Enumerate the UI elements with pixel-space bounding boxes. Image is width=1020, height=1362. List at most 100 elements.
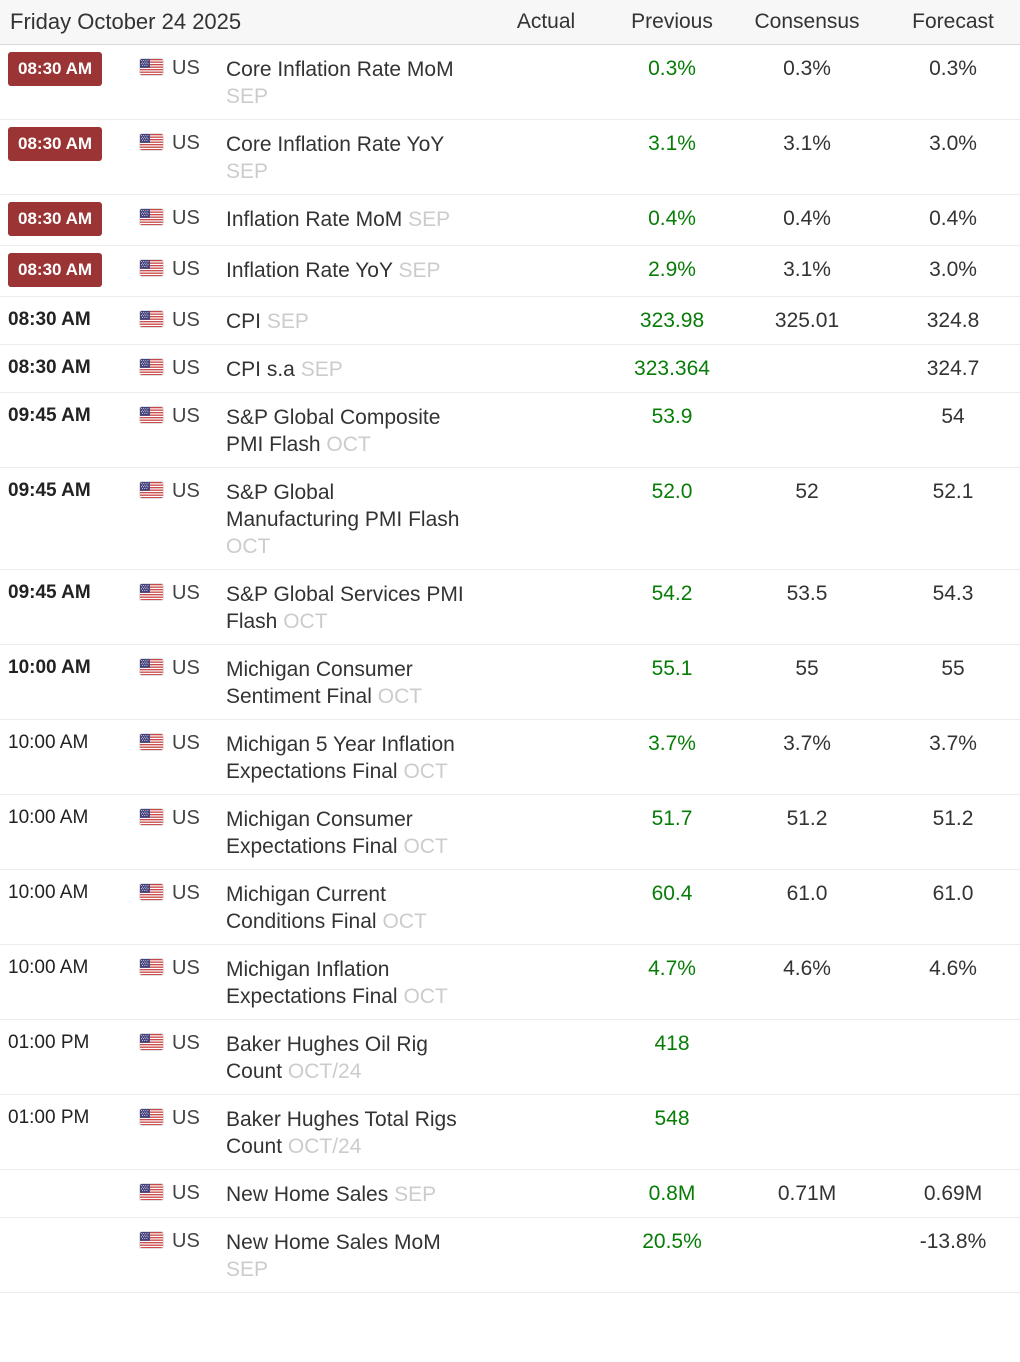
event-period-tag: OCT — [382, 910, 427, 933]
event-cell: New Home Sales SEP — [220, 1169, 477, 1218]
event-period-tag: OCT/24 — [287, 1135, 362, 1158]
country-code: US — [170, 1217, 220, 1293]
calendar-event-row[interactable]: 08:30 AM US Inflati — [0, 194, 1020, 246]
event-name-link[interactable]: Michigan Consumer Sentiment Final — [226, 658, 413, 708]
event-cell: Core Inflation Rate YoY SEP — [220, 119, 477, 195]
column-header-previous: Previous — [616, 0, 729, 45]
event-cell: Inflation Rate YoY SEP — [220, 245, 477, 297]
previous-value: 60.4 — [616, 869, 729, 945]
us-flag-icon — [140, 959, 163, 975]
forecast-value: 324.8 — [886, 296, 1020, 345]
country-code: US — [170, 44, 220, 120]
country-code: US — [170, 1094, 220, 1170]
calendar-event-row[interactable]: 01:00 PM US Baker H — [0, 1094, 1020, 1170]
calendar-event-row[interactable]: 08:30 AM US CPI s.a — [0, 344, 1020, 393]
event-time: 09:45 AM — [0, 392, 134, 468]
previous-value: 4.7% — [616, 944, 729, 1020]
us-flag-icon — [140, 659, 163, 675]
event-name-link[interactable]: Core Inflation Rate MoM — [226, 58, 454, 81]
event-name-link[interactable]: S&P Global Services PMI Flash — [226, 583, 464, 633]
flag-cell — [134, 569, 170, 645]
event-cell: Michigan Consumer Expectations Final OCT — [220, 794, 477, 870]
event-name-link[interactable]: Michigan Consumer Expectations Final — [226, 808, 413, 858]
event-name-link[interactable]: New Home Sales MoM — [226, 1231, 441, 1254]
country-code: US — [170, 194, 220, 246]
flag-cell — [134, 392, 170, 468]
column-header-forecast: Forecast — [886, 0, 1020, 45]
event-cell: Core Inflation Rate MoM SEP — [220, 44, 477, 120]
event-name-link[interactable]: Michigan Current Conditions Final — [226, 883, 386, 933]
event-time: 08:30 AM — [0, 296, 134, 345]
calendar-event-row[interactable]: 08:30 AM US CPI — [0, 296, 1020, 345]
event-period-tag: OCT — [377, 685, 423, 708]
event-time: 08:30 AM — [0, 44, 134, 120]
event-name-link[interactable]: Core Inflation Rate YoY — [226, 133, 444, 156]
calendar-event-row[interactable]: 09:45 AM US S&P Glo — [0, 467, 1020, 570]
country-code: US — [170, 392, 220, 468]
country-code: US — [170, 719, 220, 795]
event-cell: Inflation Rate MoM SEP — [220, 194, 477, 246]
consensus-value — [728, 392, 887, 468]
flag-cell — [134, 944, 170, 1020]
calendar-event-row[interactable]: US New Home Sales MoM SEP 20.5% -13.8% — [0, 1217, 1020, 1293]
us-flag-icon — [140, 809, 163, 825]
previous-value: 0.4% — [616, 194, 729, 246]
consensus-value: 325.01 — [728, 296, 887, 345]
event-name-link[interactable]: S&P Global Manufacturing PMI Flash — [226, 481, 460, 531]
consensus-value: 3.1% — [728, 245, 887, 297]
event-name-link[interactable]: Inflation Rate MoM — [226, 208, 403, 231]
calendar-event-row[interactable]: 08:30 AM US Core In — [0, 44, 1020, 120]
us-flag-icon — [140, 734, 163, 750]
actual-value — [476, 1094, 617, 1170]
actual-value — [476, 869, 617, 945]
event-time: 01:00 PM — [0, 1019, 134, 1095]
flag-cell — [134, 1169, 170, 1218]
forecast-value: 55 — [886, 644, 1020, 720]
forecast-value: 3.7% — [886, 719, 1020, 795]
country-code: US — [170, 1169, 220, 1218]
forecast-value: 54.3 — [886, 569, 1020, 645]
calendar-event-row[interactable]: US New Home Sales SEP 0.8M 0.71M 0.69M — [0, 1169, 1020, 1218]
event-time: 09:45 AM — [0, 467, 134, 570]
forecast-value: 0.69M — [886, 1169, 1020, 1218]
flag-cell — [134, 869, 170, 945]
event-name-link[interactable]: Inflation Rate YoY — [226, 259, 393, 282]
event-cell: Michigan Current Conditions Final OCT — [220, 869, 477, 945]
consensus-value: 52 — [728, 467, 887, 570]
calendar-event-row[interactable]: 01:00 PM US Baker H — [0, 1019, 1020, 1095]
flag-cell — [134, 344, 170, 393]
calendar-event-row[interactable]: 09:45 AM US S&P Glo — [0, 392, 1020, 468]
calendar-event-row[interactable]: 10:00 AM US Michiga — [0, 794, 1020, 870]
event-name-link[interactable]: Michigan Inflation Expectations Final — [226, 958, 398, 1008]
consensus-value: 55 — [728, 644, 887, 720]
event-name-link[interactable]: CPI s.a — [226, 358, 295, 381]
event-cell: Michigan 5 Year Inflation Expectations F… — [220, 719, 477, 795]
event-name-link[interactable]: Baker Hughes Oil Rig Count — [226, 1033, 428, 1083]
calendar-event-row[interactable]: 08:30 AM US Core In — [0, 119, 1020, 195]
calendar-event-row[interactable]: 10:00 AM US Michiga — [0, 719, 1020, 795]
forecast-value: 3.0% — [886, 245, 1020, 297]
event-period-tag: OCT — [283, 610, 328, 633]
event-name-link[interactable]: Baker Hughes Total Rigs Count — [226, 1108, 457, 1158]
forecast-value — [886, 1019, 1020, 1095]
calendar-event-row[interactable]: 10:00 AM US Michiga — [0, 869, 1020, 945]
actual-value — [476, 1169, 617, 1218]
previous-value: 51.7 — [616, 794, 729, 870]
event-cell: Michigan Inflation Expectations Final OC… — [220, 944, 477, 1020]
event-name-link[interactable]: New Home Sales — [226, 1183, 389, 1206]
calendar-event-row[interactable]: 08:30 AM US Inflati — [0, 245, 1020, 297]
calendar-event-row[interactable]: 10:00 AM US Michiga — [0, 944, 1020, 1020]
calendar-event-row[interactable]: 09:45 AM US S&P Glo — [0, 569, 1020, 645]
previous-value: 3.7% — [616, 719, 729, 795]
previous-value: 0.3% — [616, 44, 729, 120]
flag-cell — [134, 245, 170, 297]
event-name-link[interactable]: Michigan 5 Year Inflation Expectations F… — [226, 733, 455, 783]
forecast-value: 0.4% — [886, 194, 1020, 246]
country-code: US — [170, 344, 220, 393]
calendar-event-row[interactable]: 10:00 AM US Michiga — [0, 644, 1020, 720]
event-name-link[interactable]: S&P Global Composite PMI Flash — [226, 406, 441, 456]
calendar-header-row: Friday October 24 2025 Actual Previous C… — [0, 0, 1020, 45]
event-name-link[interactable]: CPI — [226, 310, 262, 333]
event-cell: Baker Hughes Total Rigs Count OCT/24 — [220, 1094, 477, 1170]
event-cell: S&P Global Composite PMI Flash OCT — [220, 392, 477, 468]
